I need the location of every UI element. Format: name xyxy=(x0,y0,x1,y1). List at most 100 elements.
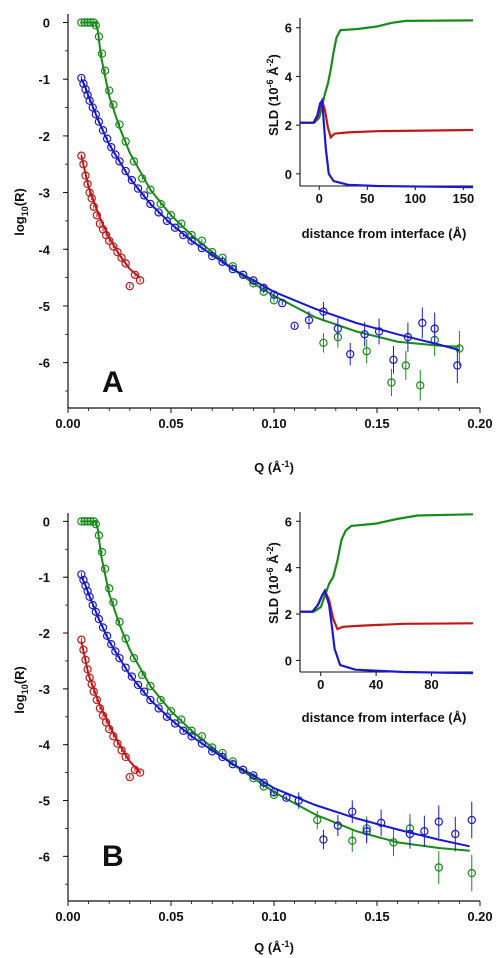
b-green-point xyxy=(467,868,476,878)
main-plot-b: 0.00 0.05 0.10 0.15 0.20 0 -1 -2 -3 -4 -5 -6 xyxy=(38,513,493,924)
b-x-tick-label: 0.00 xyxy=(55,909,80,924)
b-green-point xyxy=(177,715,186,724)
b-y-tick-label: -5 xyxy=(38,794,50,809)
b-red-point xyxy=(135,768,145,777)
b-blue-point xyxy=(94,614,104,624)
a-red-point xyxy=(77,151,86,160)
b-green-point xyxy=(109,598,118,607)
a-green-point xyxy=(187,230,196,240)
a-blue-point xyxy=(102,134,112,143)
a-red-point xyxy=(92,211,102,220)
a-red-point xyxy=(135,276,145,285)
b-blue-point xyxy=(77,570,86,579)
a-green-point xyxy=(416,381,425,390)
a-inset-blue-profile xyxy=(300,97,474,189)
panel-b-ylabel: log10(R) xyxy=(12,666,30,714)
b-blue-point xyxy=(115,653,124,663)
b-red-point xyxy=(109,732,118,741)
a-red-point xyxy=(87,194,96,203)
a-inset-green-profile xyxy=(300,19,474,124)
b-blue-point xyxy=(218,752,227,762)
a-blue-point xyxy=(146,199,155,209)
b-blue-point xyxy=(259,778,268,787)
a-y-tick-label: -2 xyxy=(38,129,50,144)
a-blue-point xyxy=(133,184,143,193)
a-red-point xyxy=(125,281,135,291)
a-x-tick-label: 0.15 xyxy=(364,416,389,431)
a-blue-point xyxy=(218,257,227,266)
a-blue-point xyxy=(290,321,299,330)
a-red-point xyxy=(89,202,98,211)
b-inset-x-tick-label: 80 xyxy=(424,677,438,692)
panel-b-xlabel: Q (Å-1) xyxy=(254,939,294,955)
panel-b: 0.00 0.05 0.10 0.15 0.20 0 -1 -2 -3 -4 -5 -6 B log1… xyxy=(12,512,493,955)
a-blue-point xyxy=(374,327,384,336)
b-red-point xyxy=(125,772,135,782)
a-blue-point xyxy=(187,236,196,245)
b-y-tick-label: -3 xyxy=(38,682,50,697)
b-inset-green-profile xyxy=(300,513,474,613)
a-green-point xyxy=(77,18,86,27)
b-blue-point xyxy=(207,747,217,756)
b-red-point xyxy=(121,752,130,762)
a-blue-point xyxy=(85,96,94,105)
b-green-point xyxy=(146,681,155,691)
a-blue-point xyxy=(453,361,462,370)
a-blue-point xyxy=(389,355,398,365)
b-green-point xyxy=(434,863,443,872)
a-blue-point xyxy=(197,243,207,253)
b-blue-point xyxy=(121,663,130,672)
a-blue-point xyxy=(88,103,97,112)
a-blue-point xyxy=(91,110,101,119)
b-inset-y-tick-label: 6 xyxy=(285,514,292,529)
a-blue-point xyxy=(346,349,355,359)
b-blue-point xyxy=(98,623,108,632)
a-green-point xyxy=(91,21,101,30)
b-blue-point xyxy=(451,829,460,839)
b-inset-y-tick-label: 0 xyxy=(285,653,292,668)
a-blue-point xyxy=(77,73,86,83)
a-green-point xyxy=(387,378,396,387)
a-blue-point xyxy=(127,175,137,185)
b-blue-point xyxy=(107,639,116,649)
a-red-point xyxy=(113,247,122,257)
b-green-point xyxy=(348,836,357,845)
b-y-tick-label: -6 xyxy=(38,849,50,864)
b-inset-x-tick-label: 40 xyxy=(369,677,383,692)
a-blue-point xyxy=(115,157,124,166)
a-green-point xyxy=(129,157,139,166)
a-blue-point xyxy=(207,251,217,261)
b-green-point xyxy=(313,815,322,825)
a-y-tick-label: -1 xyxy=(38,72,50,87)
b-blue-point xyxy=(85,592,94,601)
a-green-point xyxy=(83,18,92,27)
a-inset-y-tick-label: 0 xyxy=(285,167,292,182)
a-blue-point xyxy=(79,79,88,88)
b-blue-point xyxy=(187,732,196,741)
a-green-point xyxy=(146,185,155,194)
b-green-point xyxy=(389,838,398,847)
b-x-tick-label: 0.15 xyxy=(364,909,389,924)
b-green-point xyxy=(115,617,124,627)
b-blue-point xyxy=(88,600,97,610)
b-blue-point xyxy=(249,771,258,780)
inset-plot-a: 0 50 100 150 0 2 4 6 xyxy=(285,18,474,206)
a-blue-point xyxy=(98,126,108,135)
a-inset-y-tick-label: 2 xyxy=(285,118,292,133)
a-blue-point xyxy=(403,332,413,342)
b-red-point xyxy=(89,687,98,696)
a-green-point xyxy=(100,66,110,75)
a-green-point xyxy=(166,211,176,220)
b-blue-point xyxy=(238,765,248,775)
a-blue-point xyxy=(304,315,314,325)
a-inset-x-tick-label: 150 xyxy=(453,191,475,206)
panel-a: 0.00 0.05 0.10 0.15 0.20 0 -1 -2 -3 -4 -5 -6 A log1… xyxy=(12,14,493,475)
a-inset-y-tick-label: 4 xyxy=(285,69,293,84)
a-blue-point xyxy=(430,324,439,333)
a-red-point xyxy=(130,270,140,279)
b-blue-point xyxy=(282,793,291,802)
a-green-point xyxy=(104,86,114,95)
panel-a-xlabel: Q (Å-1) xyxy=(254,459,294,475)
a-inset-y-tick-label: 6 xyxy=(285,21,292,36)
b-blue-point xyxy=(467,815,476,825)
